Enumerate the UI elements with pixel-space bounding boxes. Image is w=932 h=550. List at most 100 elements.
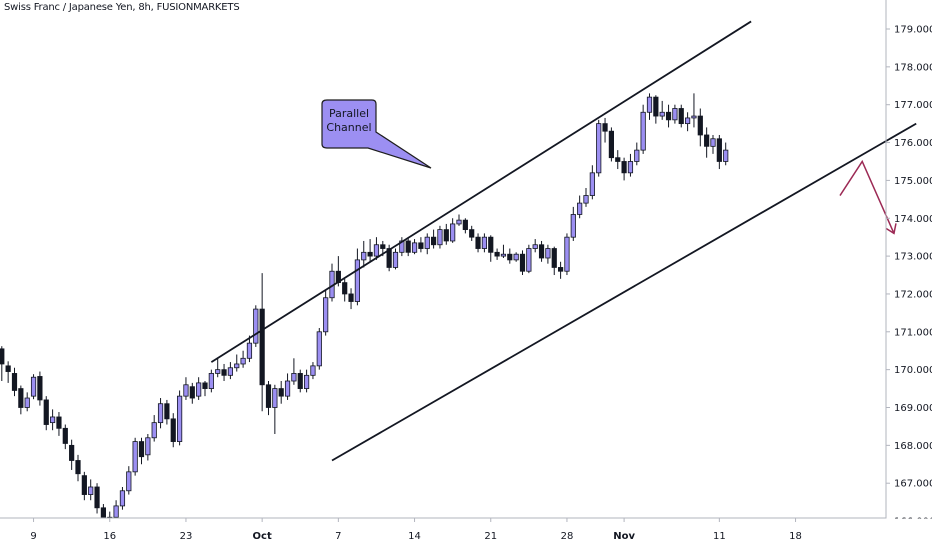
- candle: [278, 381, 284, 404]
- candle: [94, 483, 100, 514]
- price-tick-label: 178.000: [894, 62, 932, 73]
- candle-body: [697, 115, 703, 136]
- candle-body: [196, 382, 202, 397]
- candle-body: [373, 244, 380, 257]
- candle-body: [437, 229, 443, 246]
- candle: [564, 233, 570, 276]
- time-tick-label: 23: [180, 531, 193, 542]
- candle: [373, 237, 380, 260]
- price-tick-label: 179.000: [894, 25, 932, 36]
- candle: [113, 500, 119, 520]
- callout-text-line: Parallel: [329, 107, 369, 120]
- candle-body: [30, 376, 37, 397]
- candle-body: [259, 308, 265, 386]
- candle: [323, 290, 329, 336]
- candle-body: [608, 130, 615, 159]
- candle: [189, 382, 195, 404]
- candle: [253, 305, 259, 347]
- candle-body: [119, 490, 126, 507]
- candle: [348, 288, 354, 310]
- candle: [272, 384, 278, 434]
- price-tick-label: 172.000: [894, 289, 932, 300]
- candle-body: [602, 123, 608, 132]
- candle: [329, 263, 335, 302]
- candle-body: [62, 427, 68, 444]
- candle-body: [303, 374, 310, 389]
- candle-body: [627, 161, 634, 174]
- candle-body: [481, 236, 488, 249]
- time-axis-background: [0, 518, 932, 550]
- candle-body: [704, 134, 710, 147]
- candle-body: [685, 117, 691, 125]
- candle-body: [43, 399, 49, 425]
- candles-group: [0, 93, 729, 525]
- candle-body: [665, 111, 672, 121]
- down-arrow-line: [839, 159, 895, 234]
- candle-body: [716, 138, 722, 162]
- candle-body: [18, 388, 24, 408]
- candle-body: [570, 214, 576, 238]
- candle-body: [367, 251, 373, 257]
- time-tick-label: 16: [103, 531, 116, 542]
- candle: [81, 471, 87, 501]
- candle-body: [170, 418, 176, 442]
- candle-body: [323, 297, 329, 333]
- price-tick-label: 168.000: [894, 441, 932, 452]
- candle: [88, 479, 94, 501]
- candle: [507, 248, 513, 264]
- candle: [685, 112, 691, 132]
- candle: [24, 392, 30, 412]
- candle-body: [75, 460, 81, 475]
- candle-body: [380, 244, 386, 249]
- candle-body: [615, 157, 621, 162]
- candle: [608, 127, 615, 162]
- candle-body: [100, 507, 106, 520]
- candle-body: [500, 253, 507, 257]
- candle-body: [640, 111, 646, 151]
- candle: [145, 433, 151, 461]
- candle-body: [69, 444, 75, 461]
- candle: [665, 104, 672, 128]
- candle-body: [234, 363, 240, 369]
- candle-body: [558, 267, 564, 272]
- candle-body: [291, 373, 297, 382]
- candle: [240, 350, 246, 368]
- candle-body: [221, 369, 227, 376]
- candle: [56, 412, 62, 436]
- candle-body: [424, 236, 430, 249]
- candle: [227, 362, 233, 380]
- candle: [11, 367, 18, 397]
- candle-body: [532, 244, 538, 249]
- candle: [634, 142, 640, 166]
- candle: [596, 119, 602, 177]
- price-axis: 166.000167.000168.000169.000170.000171.0…: [885, 0, 932, 550]
- candle: [488, 235, 494, 262]
- candle-body: [164, 403, 170, 420]
- candle: [196, 377, 202, 400]
- candle-body: [488, 236, 494, 253]
- candle-body: [646, 96, 653, 113]
- candle-body: [507, 253, 513, 261]
- candle: [151, 415, 157, 442]
- price-tick-label: 177.000: [894, 100, 932, 111]
- time-tick-label: 11: [713, 531, 726, 542]
- candle: [475, 233, 481, 253]
- candle: [462, 218, 468, 234]
- candle-body: [145, 437, 151, 456]
- candle-body: [5, 365, 11, 372]
- candle: [615, 150, 621, 170]
- down-arrow-head: [885, 223, 897, 235]
- candle-body: [443, 229, 449, 242]
- candle: [411, 239, 418, 255]
- candle: [672, 104, 678, 124]
- candle-body: [88, 486, 94, 495]
- candle: [202, 381, 208, 397]
- candle-body: [278, 388, 284, 397]
- candle: [430, 229, 437, 249]
- candle: [704, 127, 710, 158]
- candle-body: [564, 236, 570, 272]
- candle-body: [151, 422, 157, 439]
